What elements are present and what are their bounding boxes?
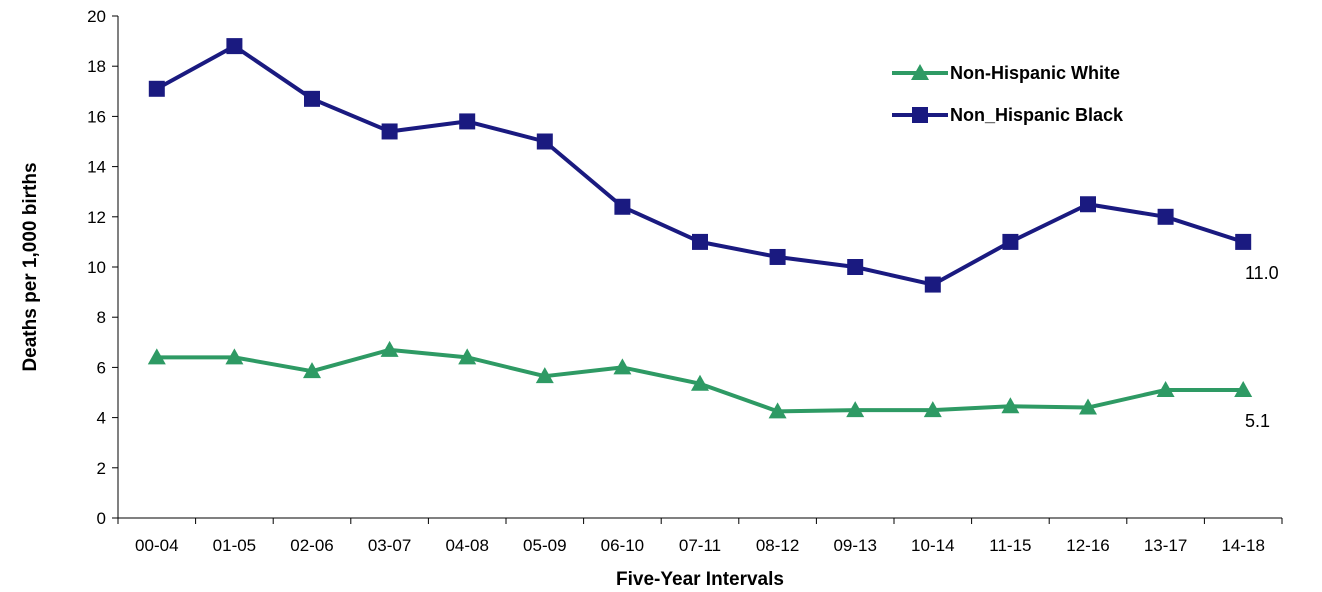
data-point <box>1235 233 1252 250</box>
data-point <box>459 113 476 130</box>
y-tick-label: 10 <box>87 258 106 277</box>
data-point <box>226 38 243 55</box>
data-point <box>1080 196 1096 213</box>
y-tick-label: 14 <box>87 158 106 177</box>
x-tick-label: 01-05 <box>213 536 256 555</box>
legend-item: Non_Hispanic Black <box>892 105 1124 125</box>
data-point <box>458 348 477 365</box>
x-tick-label: 08-12 <box>756 536 799 555</box>
data-point <box>1156 380 1175 397</box>
end-data-label: 11.0 <box>1245 263 1279 283</box>
y-tick-label: 16 <box>87 107 106 126</box>
y-tick-label: 6 <box>97 358 106 377</box>
x-tick-label: 00-04 <box>135 536 178 555</box>
data-point <box>1001 397 1020 414</box>
x-tick-label: 06-10 <box>601 536 644 555</box>
y-tick-label: 12 <box>87 208 106 227</box>
x-tick-label: 04-08 <box>445 536 488 555</box>
data-point <box>768 402 787 419</box>
data-point <box>536 133 553 150</box>
series-1: 5.1 <box>147 340 1270 431</box>
legend-label: Non_Hispanic Black <box>950 105 1124 125</box>
y-tick-label: 8 <box>97 308 106 327</box>
data-point <box>304 90 320 107</box>
series-layer: 5.1 11.0 <box>147 38 1279 431</box>
data-point <box>303 362 321 379</box>
x-tick-label: 14-18 <box>1221 536 1264 555</box>
data-point <box>613 358 632 375</box>
x-axis-ticks: 00-04 01-05 02-06 03-07 04-08 05-09 06-10 07-11… <box>117 518 1283 555</box>
x-tick-label: 12-16 <box>1066 536 1109 555</box>
x-tick-label: 07-11 <box>679 536 721 555</box>
legend-marker <box>912 107 928 123</box>
data-point <box>846 401 865 418</box>
y-axis-ticks: 0 2 4 6 8 10 12 14 16 18 20 <box>87 7 118 528</box>
x-tick-label: 05-09 <box>523 536 566 555</box>
data-point <box>1079 398 1097 415</box>
legend-marker <box>911 64 929 80</box>
data-point <box>692 233 708 250</box>
data-point <box>924 276 941 293</box>
x-axis-title: Five-Year Intervals <box>616 569 784 590</box>
x-tick-label: 03-07 <box>368 536 411 555</box>
x-tick-label: 09-13 <box>833 536 876 555</box>
data-point <box>769 248 786 265</box>
data-point <box>691 374 709 391</box>
data-point <box>1002 233 1019 250</box>
y-tick-label: 20 <box>87 7 106 26</box>
data-point <box>225 348 244 365</box>
data-point <box>614 198 631 215</box>
x-tick-label: 11-15 <box>989 536 1031 555</box>
data-point <box>148 80 165 97</box>
y-tick-label: 0 <box>97 509 106 528</box>
y-tick-label: 18 <box>87 57 106 76</box>
y-tick-label: 2 <box>97 459 106 478</box>
data-point <box>380 340 399 357</box>
data-point <box>535 367 554 384</box>
series-2: 11.0 <box>148 38 1279 293</box>
data-point <box>923 401 942 418</box>
legend: Non-Hispanic White Non_Hispanic Black <box>892 63 1124 125</box>
data-point <box>1157 208 1174 225</box>
end-data-label: 5.1 <box>1245 411 1270 431</box>
data-point <box>1234 380 1253 397</box>
y-tick-label: 4 <box>97 409 106 428</box>
legend-label: Non-Hispanic White <box>950 63 1120 83</box>
data-point <box>381 123 398 140</box>
x-tick-label: 02-06 <box>290 536 333 555</box>
x-tick-label: 13-17 <box>1144 536 1187 555</box>
y-axis-title: Deaths per 1,000 births <box>20 162 41 371</box>
data-point <box>147 348 166 365</box>
legend-item: Non-Hispanic White <box>892 63 1120 83</box>
x-tick-label: 10-14 <box>911 536 954 555</box>
data-point <box>847 259 864 275</box>
